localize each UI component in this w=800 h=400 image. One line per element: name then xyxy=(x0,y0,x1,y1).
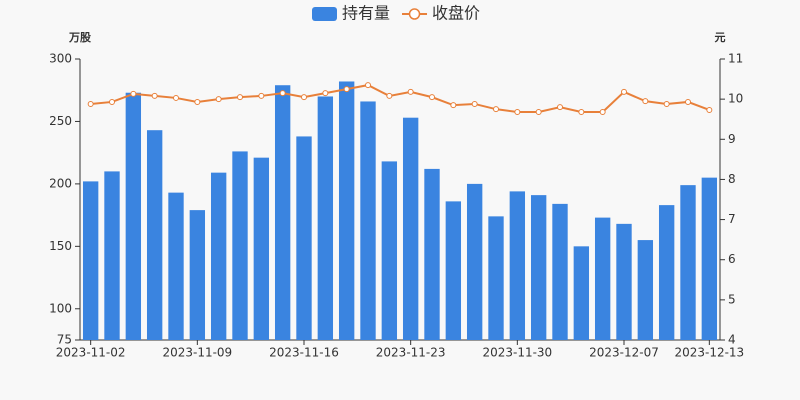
y2-tick-label: 6 xyxy=(728,252,736,266)
y2-tick-label: 11 xyxy=(728,52,743,66)
y-tick-label: 75 xyxy=(57,333,72,347)
legend-swatch xyxy=(312,7,337,21)
bar xyxy=(317,96,334,340)
bar xyxy=(680,185,696,340)
bar xyxy=(445,201,462,340)
bar xyxy=(530,195,547,340)
bar xyxy=(381,161,398,340)
bar xyxy=(360,101,376,340)
bar xyxy=(573,246,590,340)
bar xyxy=(274,85,291,340)
line xyxy=(90,84,710,113)
line-point xyxy=(343,86,350,93)
line-point xyxy=(215,96,222,103)
y2-tick-label: 7 xyxy=(728,212,736,226)
line-point xyxy=(194,98,201,105)
y2-tick-label: 10 xyxy=(728,92,743,106)
line-point xyxy=(685,98,691,105)
line-point xyxy=(301,94,307,101)
line-point xyxy=(493,106,499,113)
line-point xyxy=(365,82,371,89)
x-tick-label: 2023-11-02 xyxy=(56,346,126,360)
line-point xyxy=(450,102,457,109)
line-point xyxy=(386,92,393,99)
line-point xyxy=(514,108,521,115)
bar xyxy=(253,157,270,340)
legend-label: 持有量 xyxy=(342,4,390,23)
x-tick-label: 2023-11-09 xyxy=(162,346,232,360)
y-axis-label: 万股 xyxy=(68,31,92,44)
line-point xyxy=(279,90,286,97)
legend-swatch xyxy=(408,8,421,20)
line-point xyxy=(258,92,265,99)
line-point xyxy=(663,100,670,107)
x-tick-label: 2023-11-23 xyxy=(376,346,446,360)
line-point xyxy=(151,92,158,99)
line-point xyxy=(429,94,435,101)
y-tick-label: 150 xyxy=(49,239,72,253)
bar xyxy=(210,172,227,340)
line-point xyxy=(621,88,627,95)
line-point xyxy=(109,98,115,105)
y2-tick-label: 9 xyxy=(728,132,736,146)
bar xyxy=(189,210,206,340)
line-point xyxy=(578,108,585,115)
y-tick-label: 300 xyxy=(49,52,72,66)
bar xyxy=(82,181,99,340)
y-tick-label: 200 xyxy=(49,176,72,190)
line-point xyxy=(237,94,243,101)
x-tick-label: 2023-12-13 xyxy=(674,346,744,360)
bar xyxy=(338,81,355,340)
bar xyxy=(402,117,419,340)
bar xyxy=(616,223,632,340)
legend-label: 收盘价 xyxy=(432,4,480,23)
x-tick-label: 2023-11-16 xyxy=(269,346,339,360)
y2-tick-label: 8 xyxy=(728,172,736,186)
y2-tick-label: 5 xyxy=(728,292,736,306)
bar xyxy=(658,205,675,340)
bar xyxy=(637,240,654,340)
bar xyxy=(125,92,142,340)
bar xyxy=(232,151,248,340)
line-point xyxy=(599,108,606,115)
bar xyxy=(488,216,504,340)
y-tick-label: 250 xyxy=(49,114,72,128)
line-point xyxy=(407,88,414,95)
line-point xyxy=(471,100,478,107)
line-point xyxy=(87,100,94,107)
bar xyxy=(424,168,440,340)
bar xyxy=(104,171,120,340)
line-point xyxy=(322,90,329,97)
y-tick-label: 100 xyxy=(49,301,72,315)
bar xyxy=(296,136,312,340)
bar xyxy=(509,191,526,340)
x-tick-label: 2023-11-30 xyxy=(482,346,552,360)
y2-tick-label: 4 xyxy=(728,333,736,347)
bar xyxy=(168,192,184,340)
bar xyxy=(466,183,483,340)
x-tick-label: 2023-12-07 xyxy=(589,346,659,360)
y2-axis-label: 元 xyxy=(715,31,726,44)
line-point xyxy=(130,90,137,97)
line-point xyxy=(557,104,563,111)
line-point xyxy=(642,98,649,105)
bar xyxy=(146,130,163,340)
line-point xyxy=(706,106,713,113)
line-point xyxy=(173,94,179,101)
bar xyxy=(594,217,611,340)
line-point xyxy=(535,108,542,115)
bar xyxy=(701,177,718,340)
bar xyxy=(552,203,568,340)
